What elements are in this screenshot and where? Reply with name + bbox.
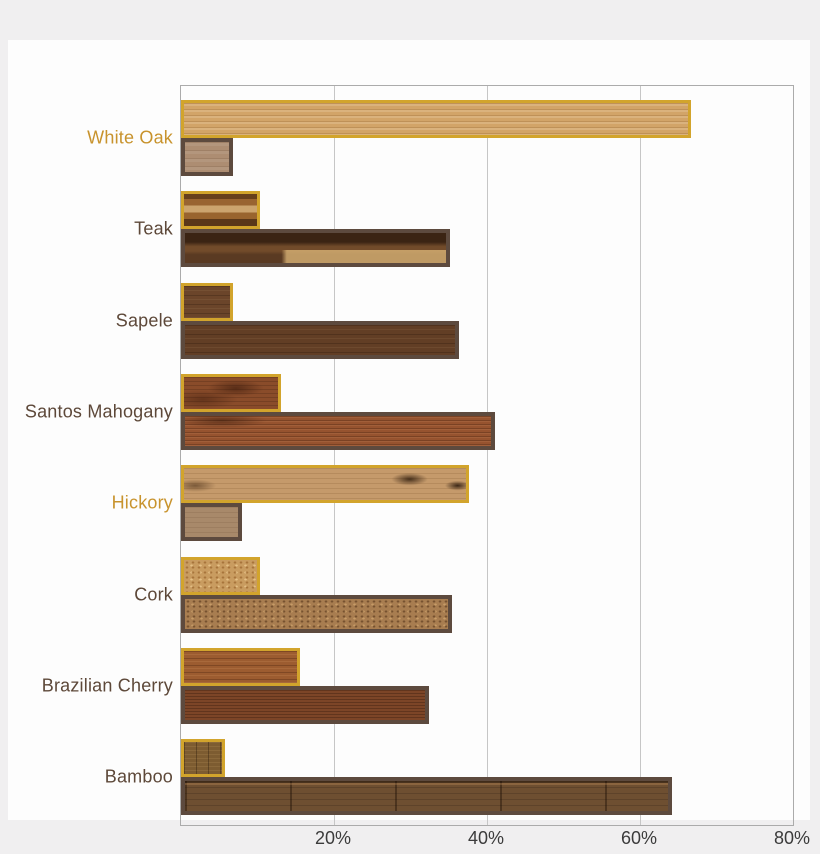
bar-bamboo-series2 xyxy=(181,777,673,816)
category-label-brazilian-cherry: Brazilian Cherry xyxy=(41,675,173,696)
bar-sapele-series2 xyxy=(181,320,460,359)
bar-teak-series1 xyxy=(181,191,260,230)
bar-white-oak-series2 xyxy=(181,138,234,176)
category-label-santos-mahogany: Santos Mahogany xyxy=(24,401,173,422)
bar-group-brazilian-cherry: Brazilian Cherry xyxy=(42,647,793,724)
plot-area: White Oak Teak Sapele Santos Mahogany Hickor… xyxy=(25,85,794,826)
bar-teak-series2 xyxy=(181,229,451,268)
bar-brazilian-cherry-series1 xyxy=(181,647,301,686)
bar-santos-mahogany-series1 xyxy=(181,373,282,412)
category-label-white-oak: White Oak xyxy=(87,127,173,148)
category-label-sapele: Sapele xyxy=(115,310,173,331)
bar-white-oak-series1 xyxy=(181,100,692,138)
category-label-hickory: Hickory xyxy=(111,492,173,513)
x-axis: 20% 40% 60% 80% xyxy=(180,828,810,854)
bar-group-cork: Cork xyxy=(134,556,793,633)
x-tick-80pct: 80% xyxy=(773,828,811,848)
bar-group-sapele: Sapele xyxy=(116,282,793,359)
bar-bamboo-series1 xyxy=(181,739,225,778)
bar-brazilian-cherry-series2 xyxy=(181,685,429,724)
bar-sapele-series1 xyxy=(181,282,234,321)
bar-group-santos-mahogany: Santos Mahogany xyxy=(25,373,793,450)
bar-hickory-series2 xyxy=(181,503,243,542)
bar-group-white-oak: White Oak xyxy=(87,100,793,176)
category-label-bamboo: Bamboo xyxy=(104,766,173,787)
bar-group-teak: Teak xyxy=(134,191,793,268)
category-label-teak: Teak xyxy=(134,218,173,239)
bar-group-hickory: Hickory xyxy=(112,465,793,542)
gridline-60 xyxy=(640,86,641,825)
category-label-cork: Cork xyxy=(134,584,173,604)
chart-panel: White Oak Teak Sapele Santos Mahogany Hickor… xyxy=(8,40,810,848)
bar-group-bamboo: Bamboo xyxy=(105,739,793,816)
bar-hickory-series1 xyxy=(181,465,469,504)
x-tick-60pct: 60% xyxy=(620,828,658,848)
gridline-20 xyxy=(334,86,335,825)
bar-cork-series2 xyxy=(181,594,452,633)
gridline-40 xyxy=(487,86,488,825)
bar-santos-mahogany-series2 xyxy=(181,411,496,450)
bar-cork-series1 xyxy=(181,556,260,595)
x-tick-20pct: 20% xyxy=(314,828,352,848)
x-tick-40pct: 40% xyxy=(467,828,505,848)
